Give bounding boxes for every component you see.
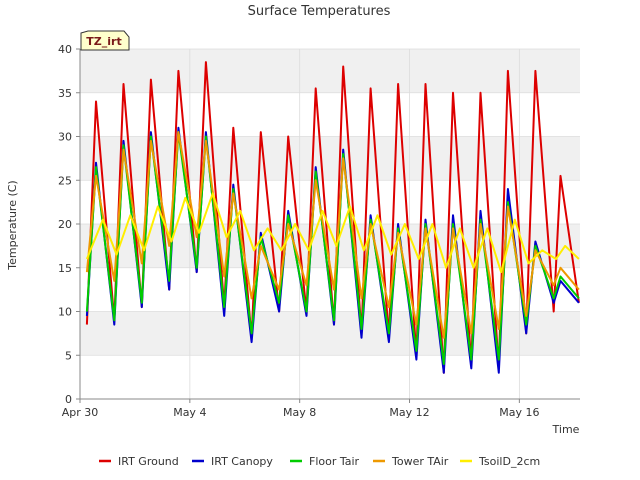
legend-label: Floor Tair xyxy=(309,455,360,468)
y-tick-label: 5 xyxy=(65,349,72,362)
y-tick-label: 20 xyxy=(58,218,72,231)
y-tick-label: 10 xyxy=(58,306,72,319)
x-tick-label: May 12 xyxy=(389,406,429,419)
y-tick-label: 30 xyxy=(58,131,72,144)
series-line-2 xyxy=(85,131,580,365)
legend-item: IRT Canopy xyxy=(192,455,273,468)
legend: IRT Ground IRT Canopy Floor Tair Tower TAir… xyxy=(99,455,540,468)
badge-box xyxy=(80,30,130,51)
grid-band xyxy=(80,136,580,181)
grid-band xyxy=(80,311,580,356)
y-tick-label: 35 xyxy=(58,87,72,100)
series-line-4 xyxy=(85,192,580,274)
x-tick-label: Apr 30 xyxy=(62,406,99,419)
legend-item: Floor Tair xyxy=(290,455,360,468)
legend-item: Tower TAir xyxy=(373,455,449,468)
legend-label: TsoilD_2cm xyxy=(478,455,540,468)
grid-band xyxy=(80,49,580,93)
y-tick-label: 25 xyxy=(58,174,72,187)
y-tick-label: 40 xyxy=(58,43,72,56)
y-tick-label: 0 xyxy=(65,393,72,406)
x-axis-label: Time xyxy=(552,423,580,436)
legend-label: IRT Ground xyxy=(118,455,179,468)
series-lines xyxy=(85,61,580,374)
x-tick-label: May 4 xyxy=(173,406,206,419)
x-tick-label: May 16 xyxy=(499,406,539,419)
legend-item: TsoilD_2cm xyxy=(460,455,540,468)
legend-item: IRT Ground xyxy=(99,455,179,468)
chart-title: Surface Temperatures xyxy=(248,4,391,19)
x-tick-label: May 8 xyxy=(283,406,316,419)
y-axis-label: Temperature (C) xyxy=(6,180,19,270)
badge-label: TZ_irt xyxy=(86,35,121,48)
axes: 0 5 10 15 20 25 30 35 40 Apr 30 May 4 May 8 May 12 Ma… xyxy=(58,43,580,419)
legend-label: Tower TAir xyxy=(391,455,449,468)
badge: TZ_irt xyxy=(80,30,130,51)
legend-label: IRT Canopy xyxy=(211,455,273,468)
y-tick-label: 15 xyxy=(58,262,72,275)
series-line-3 xyxy=(85,131,580,339)
series-line-1 xyxy=(85,126,580,374)
